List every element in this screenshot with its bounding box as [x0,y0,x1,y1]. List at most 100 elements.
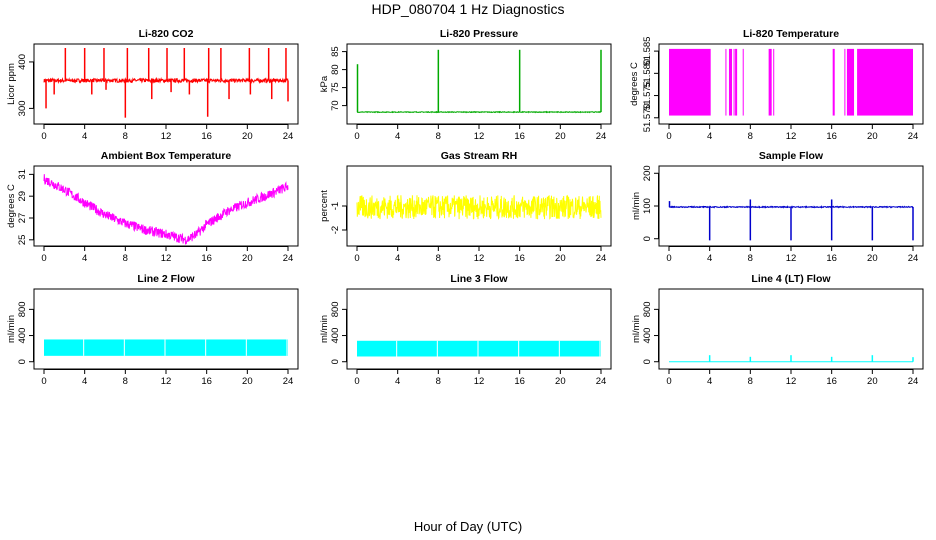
y-tick-label: 400 [330,328,341,344]
x-tick-label: 24 [908,253,919,264]
y-axis: 0 400 800 [642,301,659,364]
y-tick-label: 51.585 [642,37,653,66]
x-tick-label: 20 [867,131,878,142]
y-axis: 300 400 [17,54,34,116]
y-axis: 0 100 200 [642,165,659,241]
panel-title: Line 4 (LT) Flow [751,273,831,285]
x-tick-label: 8 [123,253,128,264]
y-axis: 70 75 80 85 [330,46,347,111]
figure-title: HDP_080704 1 Hz Diagnostics [372,1,565,17]
y-tick-label: 80 [330,64,341,75]
x-tick-label: 4 [707,253,712,264]
data-band [44,339,288,356]
x-axis-label: Hour of Day (UTC) [414,519,522,534]
x-tick-label: 0 [41,376,46,387]
x-tick-label: 12 [474,376,485,387]
y-axis-label: ml/min [6,315,17,343]
x-tick-label: 8 [436,376,441,387]
x-tick-label: 12 [786,131,797,142]
y-tick-label: 51.570 [642,103,653,132]
y-axis-label: kPa [319,75,330,92]
series [669,355,914,363]
data-band [357,340,601,357]
x-tick-label: 4 [707,376,712,387]
x-axis: 0 4 8 12 16 20 24 [354,246,606,264]
x-tick-label: 20 [555,253,566,264]
y-tick-label: 0 [330,359,341,364]
x-axis: 0 4 8 12 16 20 24 [41,246,293,264]
data-band [728,48,733,116]
x-tick-label: 0 [41,131,46,142]
x-tick-label: 24 [908,131,919,142]
x-tick-label: 24 [283,253,294,264]
x-tick-label: 16 [514,376,525,387]
series [43,48,289,118]
plot-frame [33,288,299,370]
x-tick-label: 8 [748,376,753,387]
panel-title: Ambient Box Temperature [101,150,232,162]
y-tick-label: 400 [17,54,28,70]
y-tick-label: 100 [642,198,653,214]
panel-title: Gas Stream RH [441,150,517,162]
y-axis: 0 400 800 [330,301,347,364]
x-tick-label: 24 [908,376,919,387]
x-tick-label: 8 [748,253,753,264]
y-axis: 0 400 800 [17,301,34,364]
plot-frame [33,43,299,125]
x-tick-label: 24 [283,376,294,387]
y-tick-label: 75 [330,82,341,93]
x-tick-label: 24 [596,131,607,142]
x-tick-label: 20 [242,253,253,264]
x-tick-label: 4 [395,131,400,142]
x-tick-label: 12 [786,376,797,387]
y-tick-label: 85 [330,46,341,57]
panel-title: Li-820 Temperature [743,28,839,40]
x-tick-label: 16 [826,253,837,264]
y-tick-label: 800 [17,301,28,317]
panel-title: Li-820 Pressure [440,28,518,40]
y-tick-label: 31 [17,169,28,180]
y-axis: -2 -1 [330,202,347,234]
x-axis: 0 4 8 12 16 20 24 [41,124,293,142]
x-tick-label: 20 [242,376,253,387]
x-axis: 0 4 8 12 16 20 24 [666,246,918,264]
plot-frame [346,288,612,370]
data-band [669,48,711,116]
x-tick-label: 12 [161,253,172,264]
x-tick-label: 12 [474,131,485,142]
y-axis-label: ml/min [319,315,330,343]
x-tick-label: 24 [283,131,294,142]
x-tick-label: 16 [514,131,525,142]
x-axis: 0 4 8 12 16 20 24 [666,369,918,387]
x-tick-label: 16 [201,253,212,264]
x-tick-label: 20 [242,131,253,142]
series [356,194,602,221]
panel-title: Sample Flow [759,150,824,162]
x-tick-label: 16 [826,376,837,387]
x-tick-label: 0 [41,253,46,264]
panel: Li-820 Temperature 0 4 8 12 16 20 24 51.57051.57… [629,28,924,142]
x-tick-label: 12 [786,253,797,264]
y-tick-label: 800 [330,301,341,317]
y-tick-label: 0 [642,359,653,364]
y-tick-label: 0 [17,359,28,364]
data-trace [43,174,289,245]
y-axis-label: ml/min [631,315,642,343]
x-axis: 0 4 8 12 16 20 24 [354,124,606,142]
data-trace [43,77,289,85]
x-tick-label: 4 [395,253,400,264]
x-tick-label: 4 [395,376,400,387]
x-axis: 0 4 8 12 16 20 24 [354,369,606,387]
x-tick-label: 0 [666,376,671,387]
x-tick-label: 0 [354,253,359,264]
x-tick-label: 0 [354,131,359,142]
x-tick-label: 20 [867,376,878,387]
x-tick-label: 8 [748,131,753,142]
data-trace [356,110,602,114]
x-axis: 0 4 8 12 16 20 24 [666,124,918,142]
x-tick-label: 16 [201,376,212,387]
